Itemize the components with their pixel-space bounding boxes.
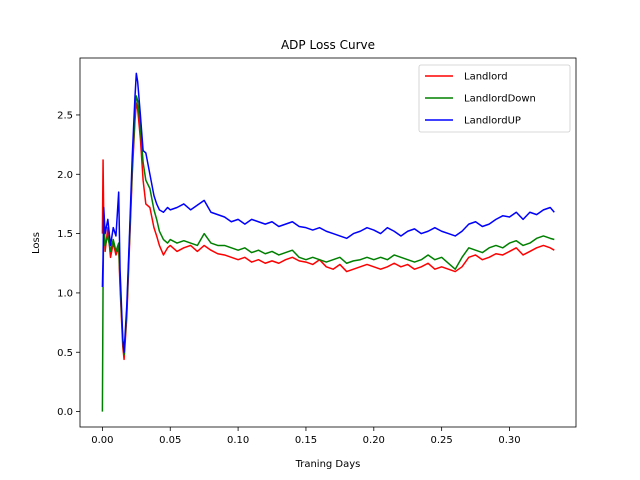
y-axis: 0.0 0.5 1.0 1.5 2.0 2.5 (57, 110, 80, 418)
x-tick-label: 0.05 (159, 435, 181, 446)
plot-area (79, 57, 577, 428)
y-tick-label: 1.0 (57, 288, 73, 299)
legend-label-landlord: Landlord (464, 72, 508, 83)
legend: Landlord LandlordDown LandlordUP (418, 64, 571, 133)
series-layer (101, 72, 555, 412)
chart-title: ADP Loss Curve (281, 38, 375, 52)
x-tick-label: 0.20 (363, 435, 385, 446)
y-tick-label: 0.5 (57, 348, 73, 359)
y-tick-label: 2.5 (57, 110, 73, 121)
x-tick-label: 0.25 (431, 435, 453, 446)
plot-frame (79, 57, 577, 428)
series-line-landlordup (101, 72, 555, 353)
y-axis-label: Loss (31, 232, 42, 254)
x-tick-label: 0.15 (295, 435, 317, 446)
x-axis: 0.00 0.05 0.10 0.15 0.20 0.25 0.30 (91, 427, 521, 446)
x-tick-label: 0.10 (227, 435, 249, 446)
x-tick-label: 0.30 (498, 435, 520, 446)
x-tick-label: 0.00 (91, 435, 113, 446)
x-axis-label: Traning Days (295, 459, 361, 470)
legend-box (418, 64, 571, 133)
y-tick-label: 0.0 (57, 407, 73, 418)
legend-label-landlordup: LandlordUP (464, 116, 521, 127)
y-tick-label: 2.0 (57, 170, 73, 181)
legend-label-landlorddown: LandlordDown (464, 94, 536, 105)
y-tick-label: 1.5 (57, 229, 73, 240)
